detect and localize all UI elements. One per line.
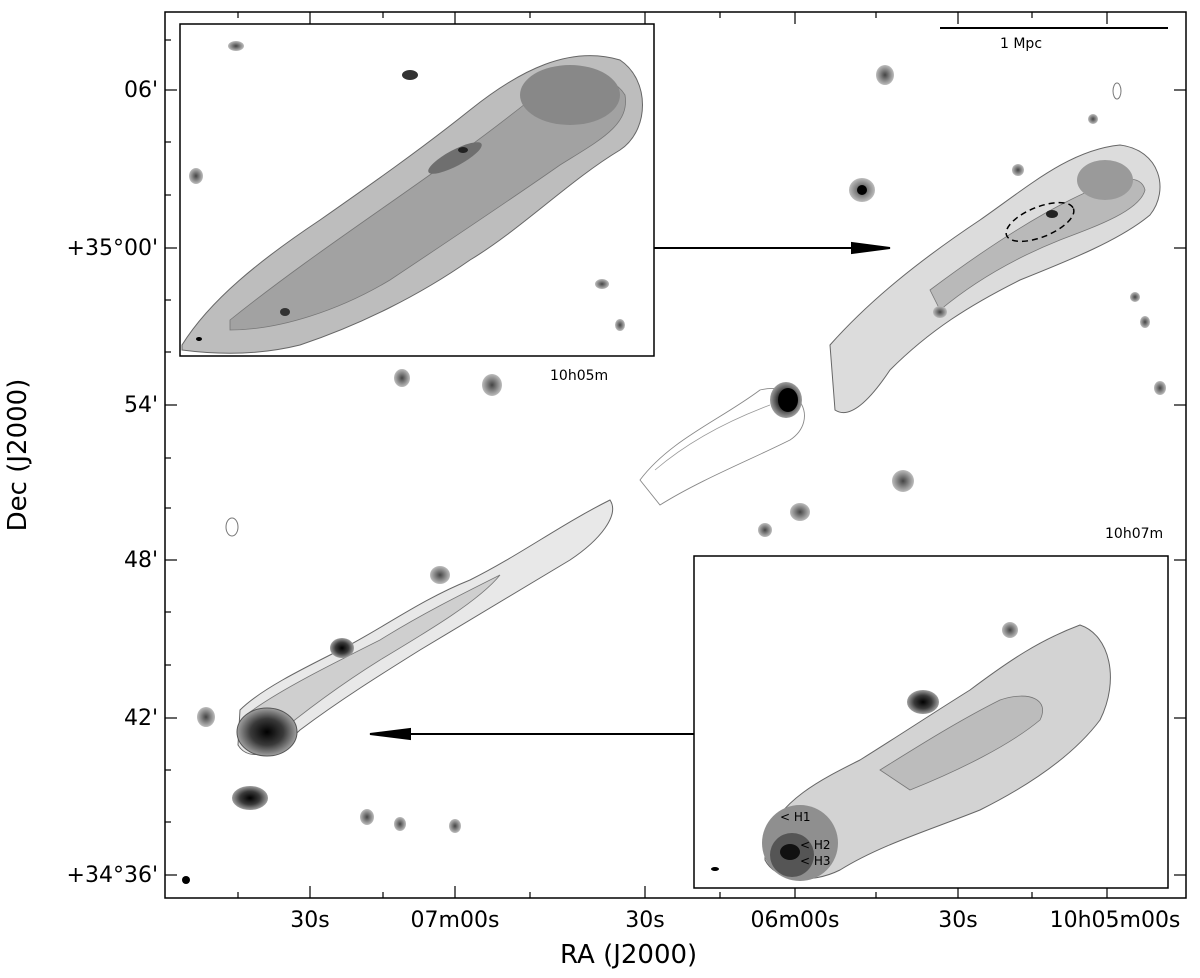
hotspot-label-h1: < H1 <box>780 810 811 824</box>
southern-lobe <box>232 499 614 810</box>
core-region <box>639 382 805 506</box>
inset-northern-lobe <box>179 23 655 357</box>
inset-top-ra-label: 10h05m <box>550 368 609 384</box>
y-tick-label: +35°00' <box>66 236 158 261</box>
inset-southern-lobe <box>693 555 1169 889</box>
x-axis-title: RA (J2000) <box>560 940 698 970</box>
hotspot-label-h3: < H3 <box>800 854 831 868</box>
x-tick-label: 07m00s <box>410 908 500 933</box>
y-axis-title: Dec (J2000) <box>3 378 33 532</box>
y-tick-label: 48' <box>123 548 158 573</box>
y-tick-label: 06' <box>123 78 158 103</box>
inset-bottom-ra-label: 10h07m <box>1105 526 1164 542</box>
northern-lobe <box>829 144 1161 414</box>
connector-arrows <box>369 241 891 741</box>
x-tick-label: 30s <box>938 908 978 933</box>
scale-bar-label: 1 Mpc <box>1000 36 1043 52</box>
x-tick-label: 30s <box>290 908 330 933</box>
y-tick-label: 54' <box>123 393 158 418</box>
x-tick-label: 30s <box>625 908 665 933</box>
y-tick-label: 42' <box>123 706 158 731</box>
x-tick-label: 06m00s <box>750 908 840 933</box>
y-tick-label: +34°36' <box>66 863 158 888</box>
y-ticks <box>165 39 1186 876</box>
hotspot-label-h2: < H2 <box>800 838 831 852</box>
x-ticks <box>237 12 1108 898</box>
x-tick-label: 10h05m00s <box>1049 908 1181 933</box>
